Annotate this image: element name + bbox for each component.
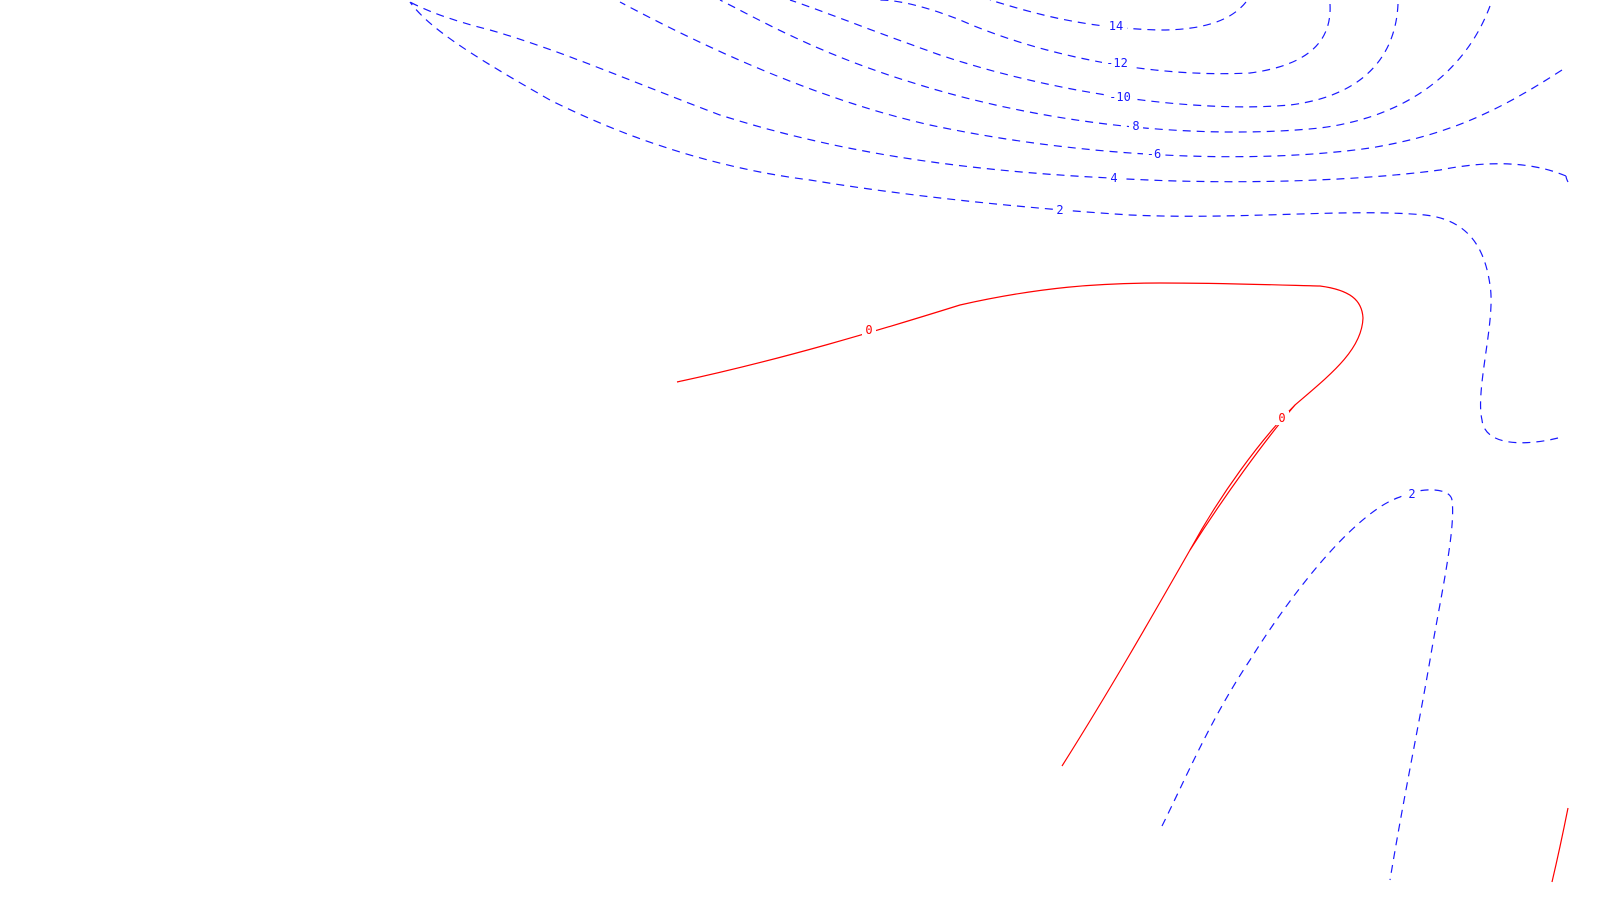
contour-label-bg-7 bbox=[1405, 487, 1419, 501]
contour-lines bbox=[409, 0, 1569, 883]
contour-label-bg-1 bbox=[1102, 56, 1132, 70]
contour-label-7: 2 bbox=[1408, 487, 1415, 501]
contour-label-6: 2 bbox=[1056, 203, 1063, 217]
contour-label-5: 4 bbox=[1110, 171, 1117, 185]
contour-label-4: -6 bbox=[1147, 147, 1161, 161]
contour-line-10 bbox=[1551, 807, 1569, 883]
contour-label-bg-8 bbox=[862, 323, 876, 337]
contour-label-bg-3 bbox=[1129, 119, 1143, 133]
contour-line-4 bbox=[619, 1, 1563, 158]
contour-line-9 bbox=[1189, 404, 1296, 551]
contour-labels: 14 -12 -10 8 -6 4 2 2 0 0 bbox=[862, 19, 1419, 501]
contour-line-5 bbox=[409, 1, 1567, 183]
contour-label-bg-0 bbox=[1105, 19, 1127, 33]
contour-line-11 bbox=[1565, 175, 1569, 183]
contour-label-bg-4 bbox=[1143, 147, 1165, 161]
contour-label-1: -12 bbox=[1106, 56, 1128, 70]
contour-label-8: 0 bbox=[865, 323, 872, 337]
contour-label-0: 14 bbox=[1109, 19, 1123, 33]
contour-line-8 bbox=[676, 282, 1364, 767]
contour-label-2: -10 bbox=[1109, 90, 1131, 104]
contour-line-6 bbox=[409, 1, 1559, 444]
contour-line-7 bbox=[1161, 489, 1454, 881]
contour-label-3: 8 bbox=[1132, 119, 1139, 133]
contour-line-2 bbox=[789, 0, 1399, 108]
contour-label-bg-9 bbox=[1275, 411, 1289, 425]
contour-label-9: 0 bbox=[1278, 411, 1285, 425]
contour-label-bg-6 bbox=[1053, 203, 1067, 217]
contour-label-bg-2 bbox=[1105, 90, 1135, 104]
contour-line-0 bbox=[989, 0, 1247, 31]
contour-label-bg-5 bbox=[1107, 171, 1121, 185]
